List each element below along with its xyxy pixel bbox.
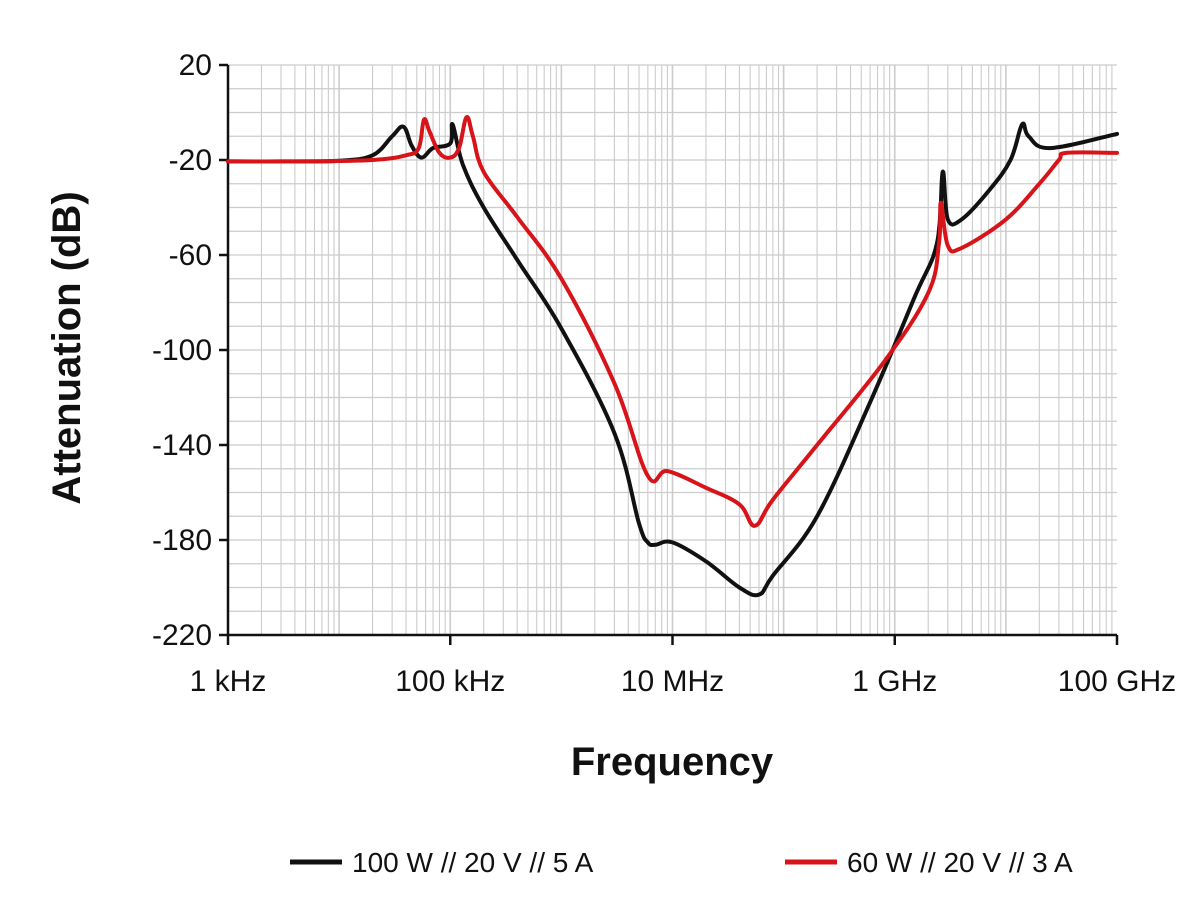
x-tick-label: 10 MHz xyxy=(621,665,724,698)
x-axis-title: Frequency xyxy=(571,740,774,784)
series-line-1 xyxy=(226,121,1119,598)
grid-lines xyxy=(227,64,1117,636)
x-tick-label: 100 kHz xyxy=(395,665,505,698)
axes xyxy=(219,63,1119,645)
x-tick-label: 1 kHz xyxy=(190,665,267,698)
tick-labels: 20 -20 -60 -100 -140 -180 -220 1 kHz 100 kHz 10 M… xyxy=(152,49,1176,698)
y-tick-label: -180 xyxy=(152,524,212,557)
y-tick-label: -140 xyxy=(152,429,212,462)
data-series xyxy=(226,115,1119,598)
y-tick-label: -60 xyxy=(169,239,212,272)
y-axis-title: Attenuation (dB) xyxy=(45,191,89,504)
legend: 100 W // 20 V // 5 A 60 W // 20 V // 3 A xyxy=(290,847,1073,878)
y-tick-label: -220 xyxy=(152,619,212,652)
series-line-2 xyxy=(226,115,1119,528)
legend-label-2: 60 W // 20 V // 3 A xyxy=(847,847,1073,878)
y-tick-label: -20 xyxy=(169,144,212,177)
x-tick-label: 100 GHz xyxy=(1058,665,1176,698)
x-tick-label: 1 GHz xyxy=(852,665,937,698)
y-tick-label: -100 xyxy=(152,334,212,367)
legend-label-1: 100 W // 20 V // 5 A xyxy=(352,847,594,878)
y-tick-label: 20 xyxy=(179,49,212,82)
